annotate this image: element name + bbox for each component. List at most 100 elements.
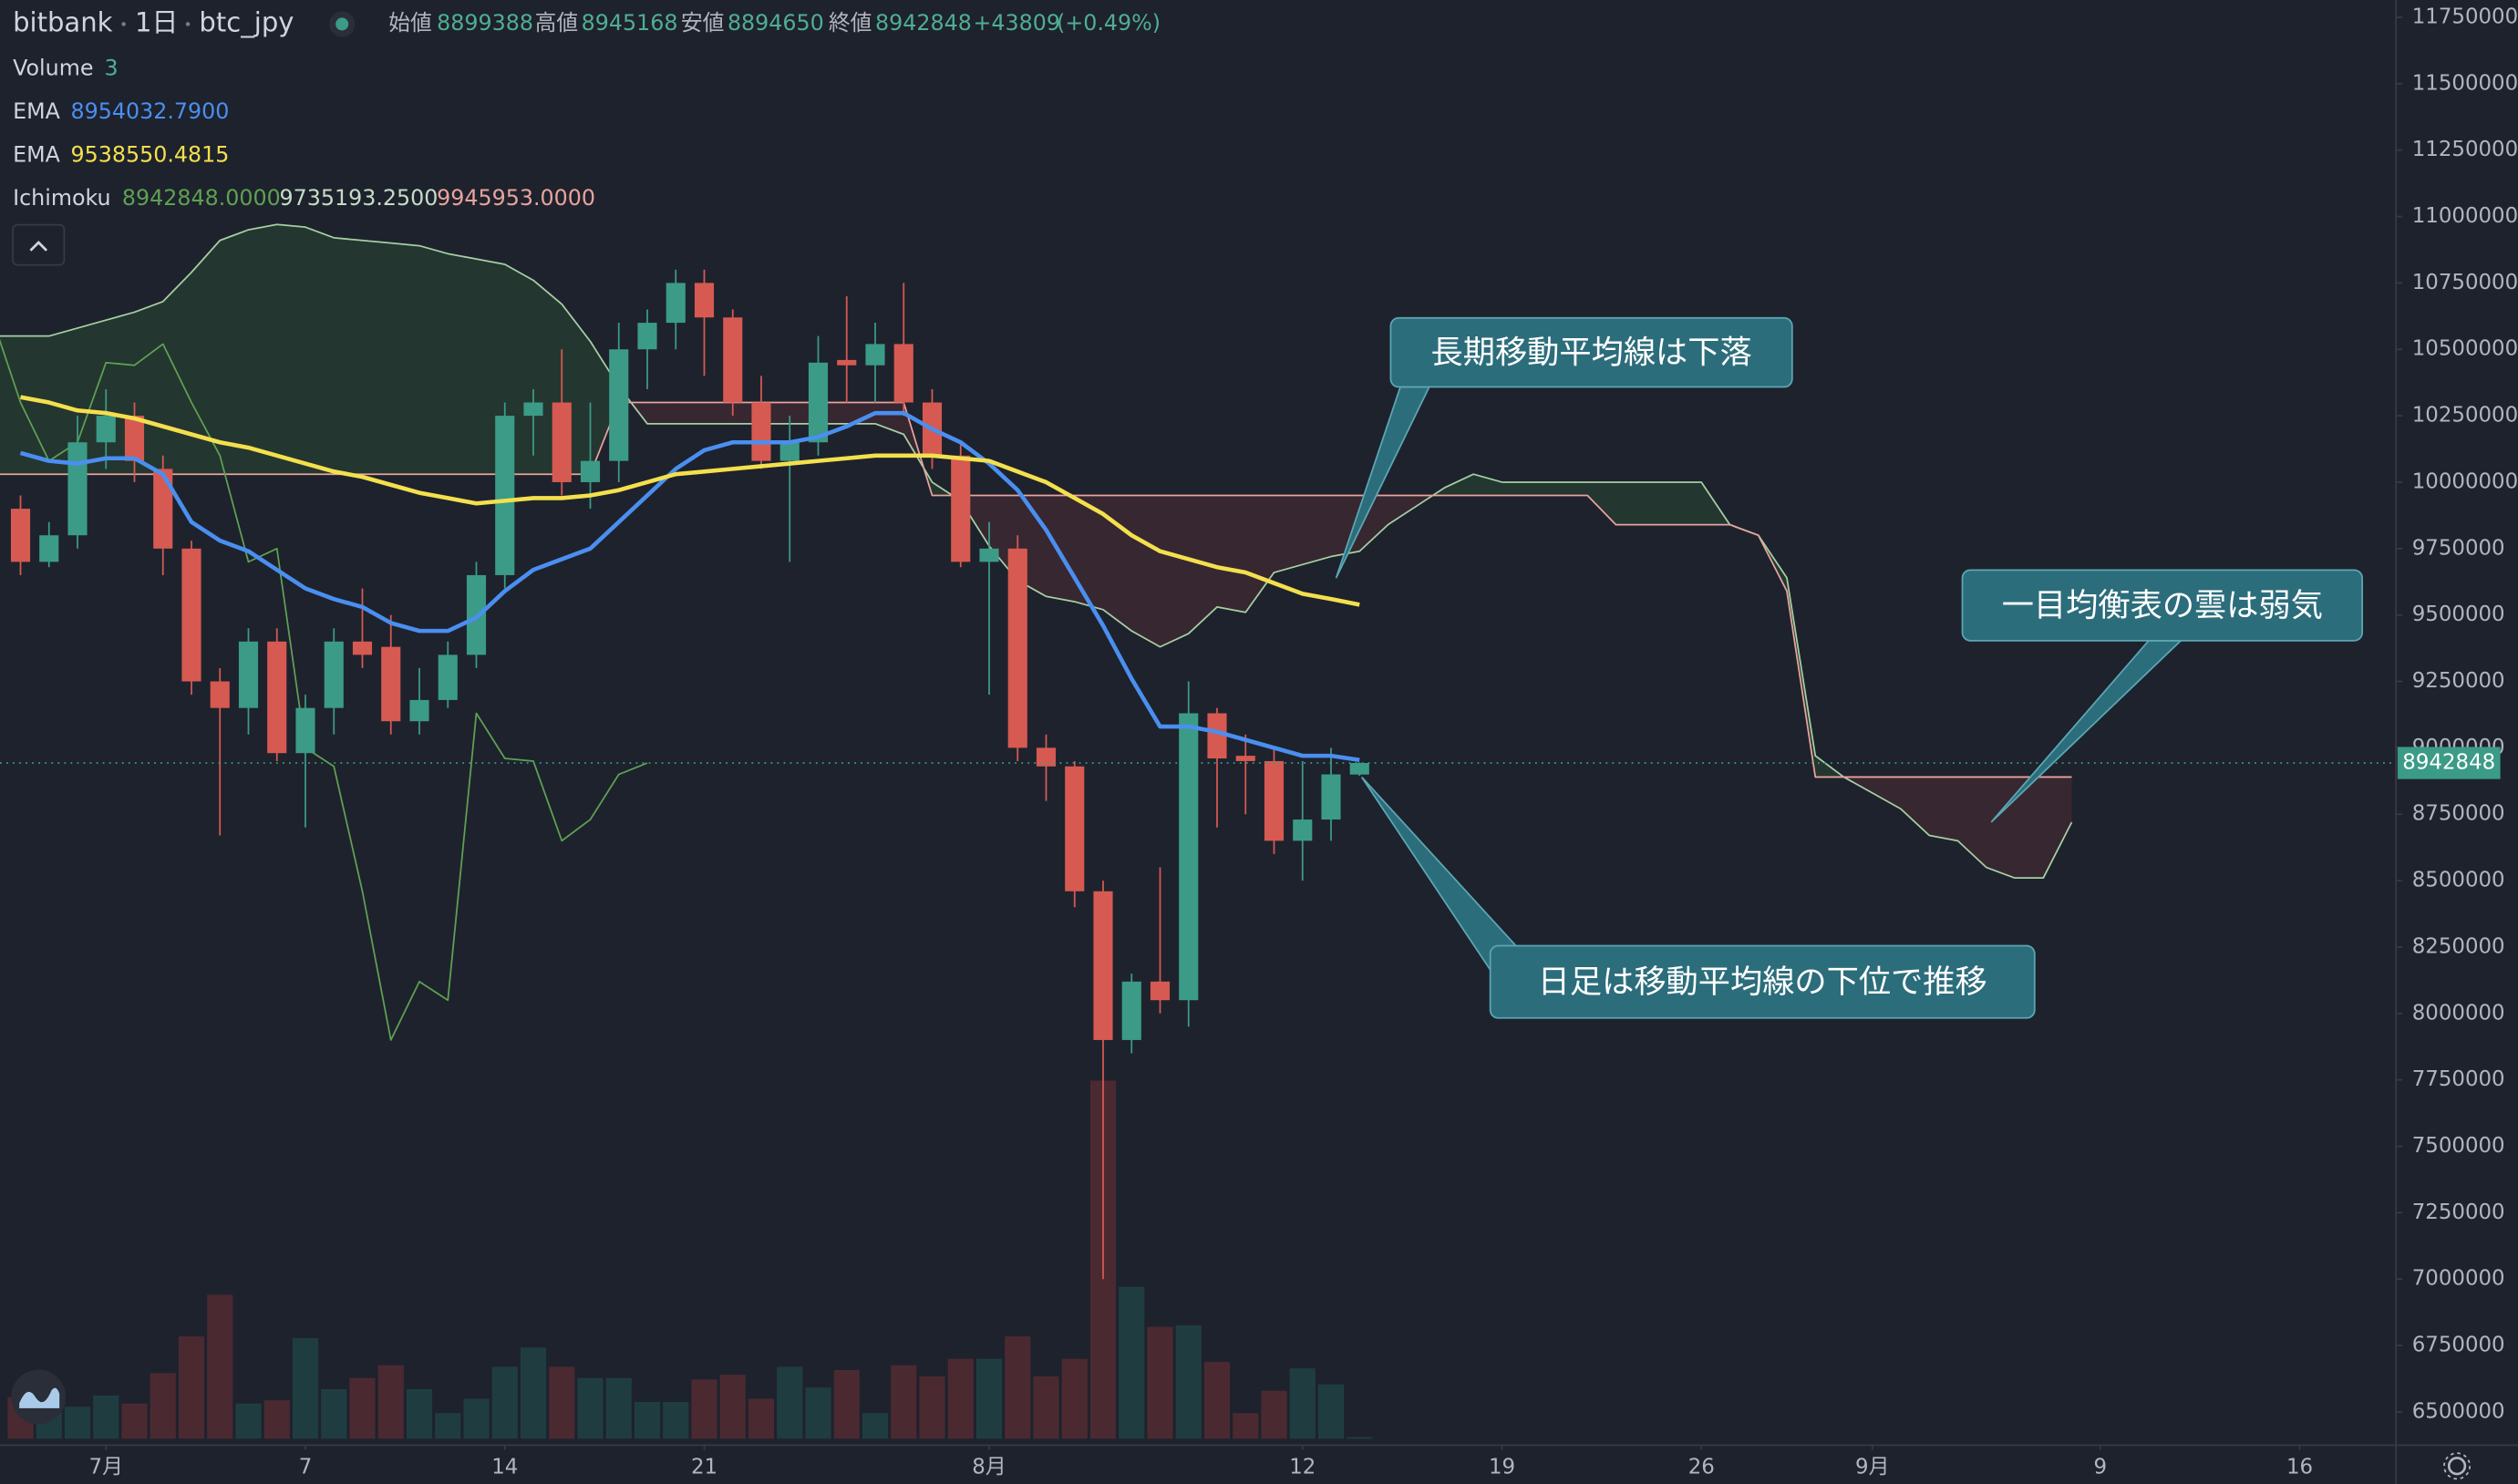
separator-dot [121, 22, 126, 26]
cloud [220, 230, 249, 475]
y-tick-label: 11500000 [2412, 71, 2518, 95]
x-tick-label: 21 [691, 1456, 717, 1479]
candle-body [409, 699, 429, 722]
cloud [1673, 481, 1702, 525]
candle-body [1264, 760, 1285, 841]
volume-bar [1203, 1362, 1231, 1439]
volume-bar [406, 1388, 433, 1439]
cloud [48, 327, 78, 475]
candle-body [723, 317, 743, 403]
legend-value: 9735193.2500 [279, 185, 438, 211]
candle-body [39, 535, 59, 562]
cloud [1074, 495, 1104, 610]
header-text: 8942848 [875, 10, 972, 36]
volume-bar [663, 1401, 689, 1439]
candle-body [779, 442, 800, 461]
span-a-line [0, 223, 2073, 880]
volume-bar [1289, 1368, 1316, 1439]
candle-body [751, 402, 771, 461]
header-text: 8899388 [437, 10, 533, 36]
volume-bar [805, 1387, 831, 1439]
collapse-icon [29, 241, 48, 252]
cloud [448, 253, 477, 475]
volume-bar [947, 1358, 974, 1439]
y-tick-label: 8500000 [2412, 869, 2505, 892]
cloud [647, 402, 676, 424]
cloud [2015, 777, 2044, 879]
y-tick-label: 10750000 [2412, 271, 2518, 294]
header-text: +43809 [973, 10, 1060, 36]
volume-bar [919, 1376, 945, 1439]
volume-bar [748, 1398, 775, 1439]
legend-value: 3 [104, 55, 118, 80]
volume-bar [1005, 1336, 1031, 1439]
legend-value: 8954032.7900 [71, 98, 230, 124]
cloud [1957, 777, 1987, 868]
collapse-button[interactable] [12, 223, 66, 266]
candle-body [1321, 774, 1341, 820]
y-tick-label: 8250000 [2412, 934, 2505, 958]
x-tick-label: 7 [299, 1456, 313, 1479]
candle-body [637, 323, 657, 350]
cloud [248, 224, 277, 475]
legend-name: EMA [13, 98, 61, 124]
cloud [1274, 495, 1303, 573]
legend-name: Ichimoku [13, 185, 111, 211]
volume-bar [634, 1401, 661, 1439]
cloud [1131, 495, 1161, 647]
annotation-text: 長期移動平均線は下落 [1431, 334, 1752, 371]
candle-body [438, 654, 458, 700]
candle-body [1207, 713, 1227, 759]
candle-body [181, 548, 201, 682]
candle-body [495, 416, 515, 575]
logo[interactable] [11, 1369, 67, 1425]
legend-name: EMA [13, 141, 61, 167]
last-price-box [2397, 747, 2501, 779]
y-tick-label: 7500000 [2412, 1134, 2505, 1158]
candle-body [352, 641, 373, 655]
volume-bar [777, 1366, 803, 1439]
cloud [1473, 474, 1502, 496]
cloud [0, 335, 21, 475]
legend-value: 8942848.0000 [122, 185, 281, 211]
volume-bar [1347, 1437, 1373, 1439]
volume-bar [235, 1403, 262, 1439]
x-tick-label: 19 [1489, 1456, 1515, 1479]
volume-bar [263, 1400, 290, 1439]
volume-bar [577, 1377, 604, 1439]
x-tick-label: 7月 [89, 1456, 123, 1479]
y-tick-label: 8750000 [2412, 802, 2505, 826]
cloud [1502, 481, 1531, 496]
y-tick-label: 11750000 [2412, 5, 2518, 28]
cloud [1644, 481, 1674, 525]
candle-body [1349, 763, 1369, 775]
y-tick-label: 9500000 [2412, 603, 2505, 626]
cloud [1929, 777, 1958, 841]
cloud [1530, 481, 1560, 496]
cloud [1587, 481, 1616, 525]
x-tick-label: 16 [2286, 1456, 2313, 1479]
volume-bar [862, 1413, 889, 1439]
volume-bar [691, 1379, 717, 1439]
settings-icon[interactable] [2447, 1457, 2467, 1476]
header-text: 安値 [681, 10, 725, 36]
volume-bar [1175, 1324, 1202, 1439]
y-tick-label: 10000000 [2412, 469, 2518, 493]
cloud [390, 242, 420, 475]
cloud [20, 335, 49, 475]
volume-bar [1033, 1376, 1059, 1439]
y-tick-label: 6750000 [2412, 1334, 2505, 1357]
callout-box [1961, 569, 2364, 642]
candle-body [552, 402, 572, 482]
candle-body [10, 509, 31, 562]
header-text: bitbank [13, 6, 113, 37]
header-text: 1日 [135, 6, 179, 37]
y-tick-label: 8000000 [2412, 1001, 2505, 1025]
plot-area [0, 223, 2073, 1439]
volume-bar [1119, 1286, 1145, 1439]
cloud [1046, 495, 1075, 603]
y-tick-label: 11250000 [2412, 138, 2518, 161]
volume-bar [321, 1388, 347, 1439]
